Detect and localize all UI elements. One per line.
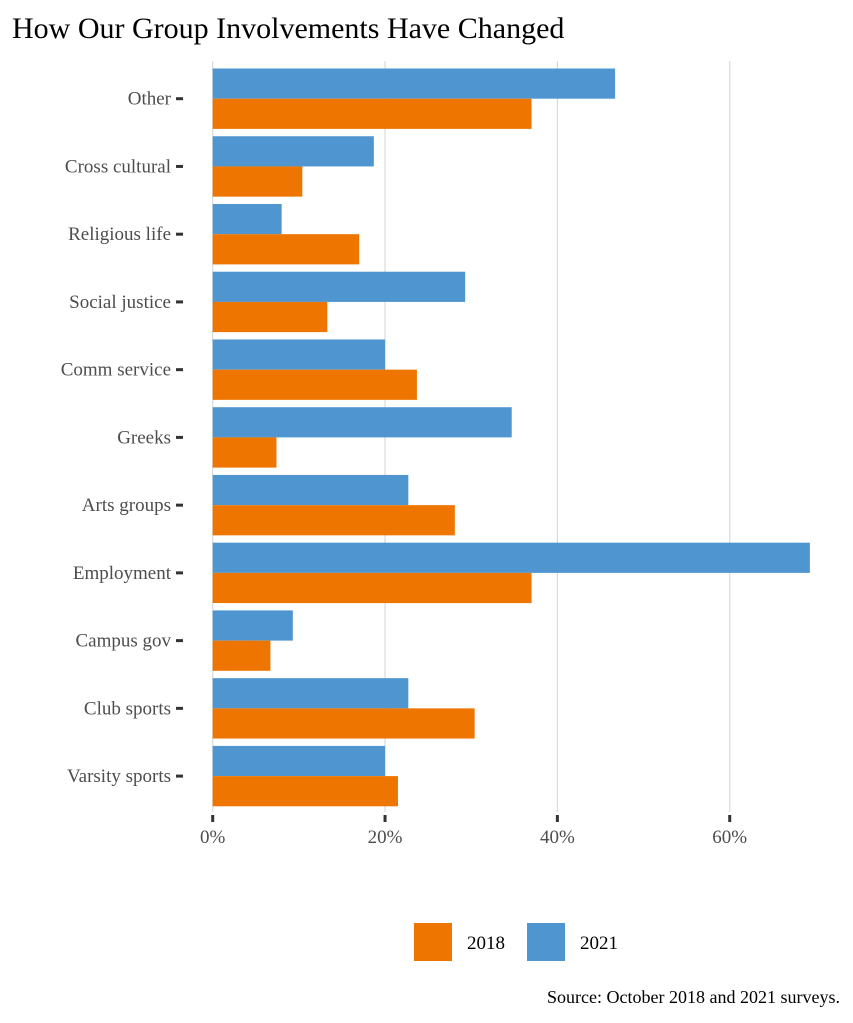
legend-label-2021: 2021 <box>580 933 618 954</box>
x-tick-label: 60% <box>712 827 747 848</box>
bar-social-justice-2021 <box>212 271 466 302</box>
bar-other-2018 <box>212 98 532 129</box>
bar-campus-gov-2021 <box>212 610 293 641</box>
y-axis-label: Varsity sports <box>67 766 171 787</box>
x-tick-label: 40% <box>540 827 575 848</box>
y-axis-label: Greeks <box>117 427 171 448</box>
source-caption: Source: October 2018 and 2021 surveys. <box>547 987 840 1007</box>
bar-arts-groups-2018 <box>212 505 455 536</box>
bar-social-justice-2018 <box>212 301 328 333</box>
y-axis-label: Social justice <box>69 292 171 313</box>
x-tick-label: 20% <box>368 827 403 848</box>
bar-cross-cultural-2021 <box>212 136 374 167</box>
bar-religious-life-2021 <box>212 203 282 235</box>
y-axis-label: Club sports <box>84 698 171 719</box>
bar-club-sports-2021 <box>212 678 409 709</box>
y-axis-label: Cross cultural <box>65 156 171 177</box>
x-tick-label: 0% <box>200 827 226 848</box>
y-axis-label: Religious life <box>68 224 171 245</box>
bar-employment-2021 <box>212 542 810 573</box>
y-axis-label: Campus gov <box>75 631 171 652</box>
chart-title: How Our Group Involvements Have Changed <box>12 12 564 45</box>
y-axis-label: Comm service <box>61 360 171 381</box>
y-axis-label: Arts groups <box>82 495 171 516</box>
bar-cross-cultural-2018 <box>212 166 303 197</box>
bar-club-sports-2018 <box>212 708 475 739</box>
bar-greeks-2021 <box>212 407 512 438</box>
x-axis: 0% 20% 40% 60% <box>200 815 747 848</box>
bar-employment-2018 <box>212 572 532 604</box>
bars <box>212 68 810 807</box>
bar-arts-groups-2021 <box>212 474 409 506</box>
bar-religious-life-2018 <box>212 234 360 265</box>
bar-campus-gov-2018 <box>212 640 271 671</box>
legend-swatch-2018 <box>414 923 452 961</box>
bar-comm-service-2021 <box>212 339 386 370</box>
legend-label-2018: 2018 <box>467 933 505 954</box>
bar-other-2021 <box>212 68 616 99</box>
bar-greeks-2018 <box>212 437 277 468</box>
legend: 2018 2021 <box>414 923 618 961</box>
bar-comm-service-2018 <box>212 369 417 400</box>
legend-swatch-2021 <box>527 923 565 961</box>
bar-varsity-sports-2021 <box>212 745 386 777</box>
y-axis-labels: Other Cross cultural Religious life Social … <box>61 89 183 787</box>
bar-varsity-sports-2018 <box>212 776 398 807</box>
y-axis-label: Other <box>128 89 172 110</box>
y-axis-label: Employment <box>73 563 172 584</box>
